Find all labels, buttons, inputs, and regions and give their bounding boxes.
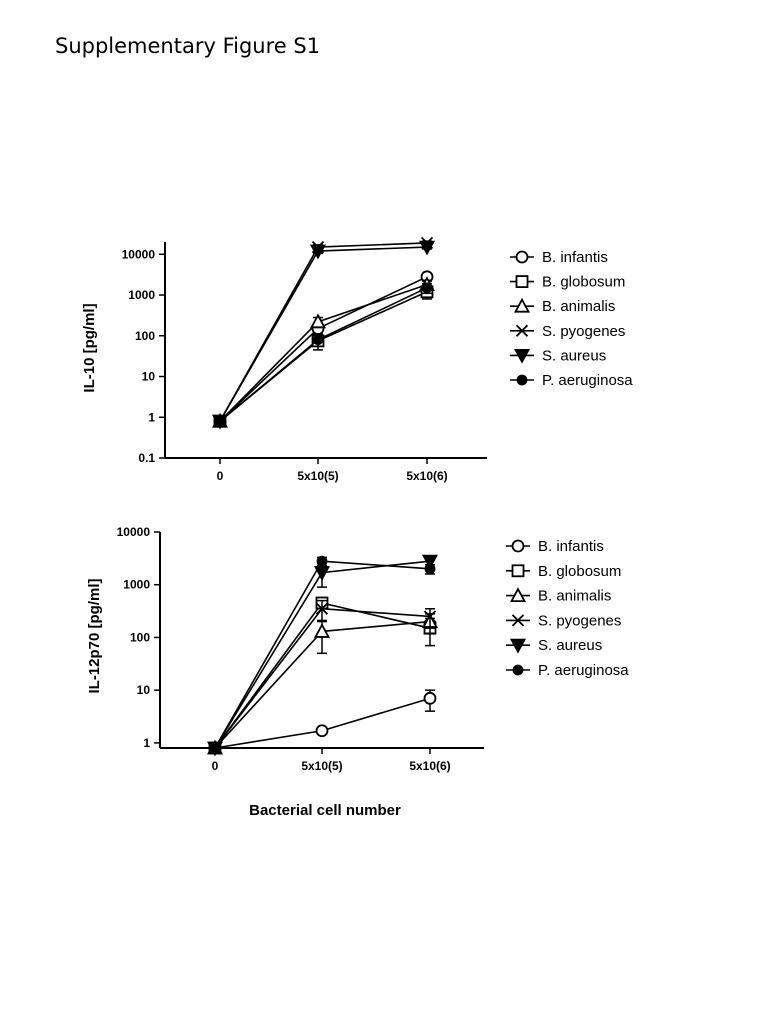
legend-label: B. animalis <box>538 588 611 605</box>
y-tick-label: 1 <box>148 410 155 424</box>
x-tick-label: 5x10(5) <box>301 759 342 773</box>
y-tick-label: 100 <box>130 630 150 644</box>
legend-label: B. globosum <box>542 274 625 291</box>
legend-entry: B. infantis <box>506 538 604 555</box>
legend-entry: S. aureus <box>510 347 606 364</box>
data-point <box>315 724 329 738</box>
legend-marker <box>511 564 525 578</box>
legend-entry: S. pyogenes <box>510 323 625 340</box>
legend-entry: S. aureus <box>506 637 602 654</box>
legend-entry: B. animalis <box>510 297 615 315</box>
legend-entry: B. globosum <box>510 274 625 291</box>
data-point <box>214 415 226 427</box>
x-tick-label: 5x10(6) <box>409 759 450 773</box>
legend-entry: P. aeruginosa <box>506 662 629 679</box>
figure-title: Supplementary Figure S1 <box>55 34 321 58</box>
y-tick-label: 1000 <box>123 578 150 592</box>
y-tick-label: 10 <box>137 683 151 697</box>
y-tick-label: 10000 <box>117 525 151 539</box>
x-tick-label: 0 <box>217 469 224 483</box>
series-line <box>214 560 431 749</box>
data-point <box>309 244 327 260</box>
legend-marker <box>513 348 531 364</box>
y-tick-label: 1 <box>143 736 150 750</box>
x-tick-label: 0 <box>212 759 219 773</box>
data-point <box>313 623 331 638</box>
legend-label: B. animalis <box>542 298 615 315</box>
data-point <box>313 566 331 581</box>
series-b-infantis <box>208 689 437 755</box>
legend-marker <box>513 297 531 313</box>
data-point <box>421 554 439 570</box>
legend-label: P. aeruginosa <box>542 372 633 389</box>
y-tick-label: 100 <box>135 329 155 343</box>
legend-marker <box>512 664 524 676</box>
data-point <box>418 240 436 256</box>
x-tick-label: 5x10(5) <box>297 469 338 483</box>
y-tick-label: 10000 <box>122 247 156 261</box>
chart-1: 0.1 1 10 100 1000 10000 0 5x10(5) 5x10(6) IL-10 [… <box>81 236 633 483</box>
series-line <box>219 287 428 422</box>
legend-entry: B. infantis <box>510 249 608 266</box>
series-line <box>219 291 428 422</box>
y-tick-label: 1000 <box>128 288 155 302</box>
series-line <box>219 276 428 422</box>
legend-marker <box>511 539 525 553</box>
legend-marker <box>511 614 525 627</box>
data-point <box>421 282 433 294</box>
legend-marker <box>515 275 529 289</box>
data-point <box>423 691 437 705</box>
series-b-globosum <box>213 285 434 428</box>
series-p-aeruginosa <box>214 282 433 427</box>
y-tick-label: 10 <box>142 370 156 384</box>
data-point <box>424 563 436 575</box>
data-point <box>315 602 329 615</box>
data-point <box>316 555 328 567</box>
data-point <box>312 334 324 346</box>
legend-label: P. aeruginosa <box>538 662 629 679</box>
legend-entry: P. aeruginosa <box>510 372 633 389</box>
legend-marker <box>509 638 527 654</box>
legend-label: B. infantis <box>542 249 608 266</box>
y-axis-label: IL-12p70 [pg/ml] <box>86 578 103 693</box>
legend-entry: S. pyogenes <box>506 612 621 629</box>
data-point <box>209 742 221 754</box>
y-axis-label: IL-10 [pg/ml] <box>81 303 98 392</box>
legend-marker <box>515 250 529 264</box>
data-point <box>423 610 437 623</box>
x-axis-label: Bacterial cell number <box>249 802 401 819</box>
legend-label: B. globosum <box>538 563 621 580</box>
legend-label: B. infantis <box>538 538 604 555</box>
series-s-pyogenes <box>208 599 437 755</box>
legend-marker <box>516 374 528 386</box>
x-tick-label: 5x10(6) <box>406 469 447 483</box>
legend-marker <box>509 587 527 602</box>
legend-label: S. aureus <box>538 637 602 654</box>
legend-marker <box>515 324 529 337</box>
chart-2: 1 10 100 1000 10000 0 5x10(5) 5x10(6) IL-12p70 [… <box>86 525 629 819</box>
series-p-aeruginosa <box>209 555 436 754</box>
legend-label: S. pyogenes <box>542 323 625 340</box>
y-tick-label: 0.1 <box>138 451 155 465</box>
legend-label: S. pyogenes <box>538 612 621 629</box>
series-line <box>214 560 431 749</box>
legend-label: S. aureus <box>542 347 606 364</box>
legend-entry: B. globosum <box>506 563 621 580</box>
data-point <box>309 313 327 329</box>
legend-entry: B. animalis <box>506 587 611 605</box>
